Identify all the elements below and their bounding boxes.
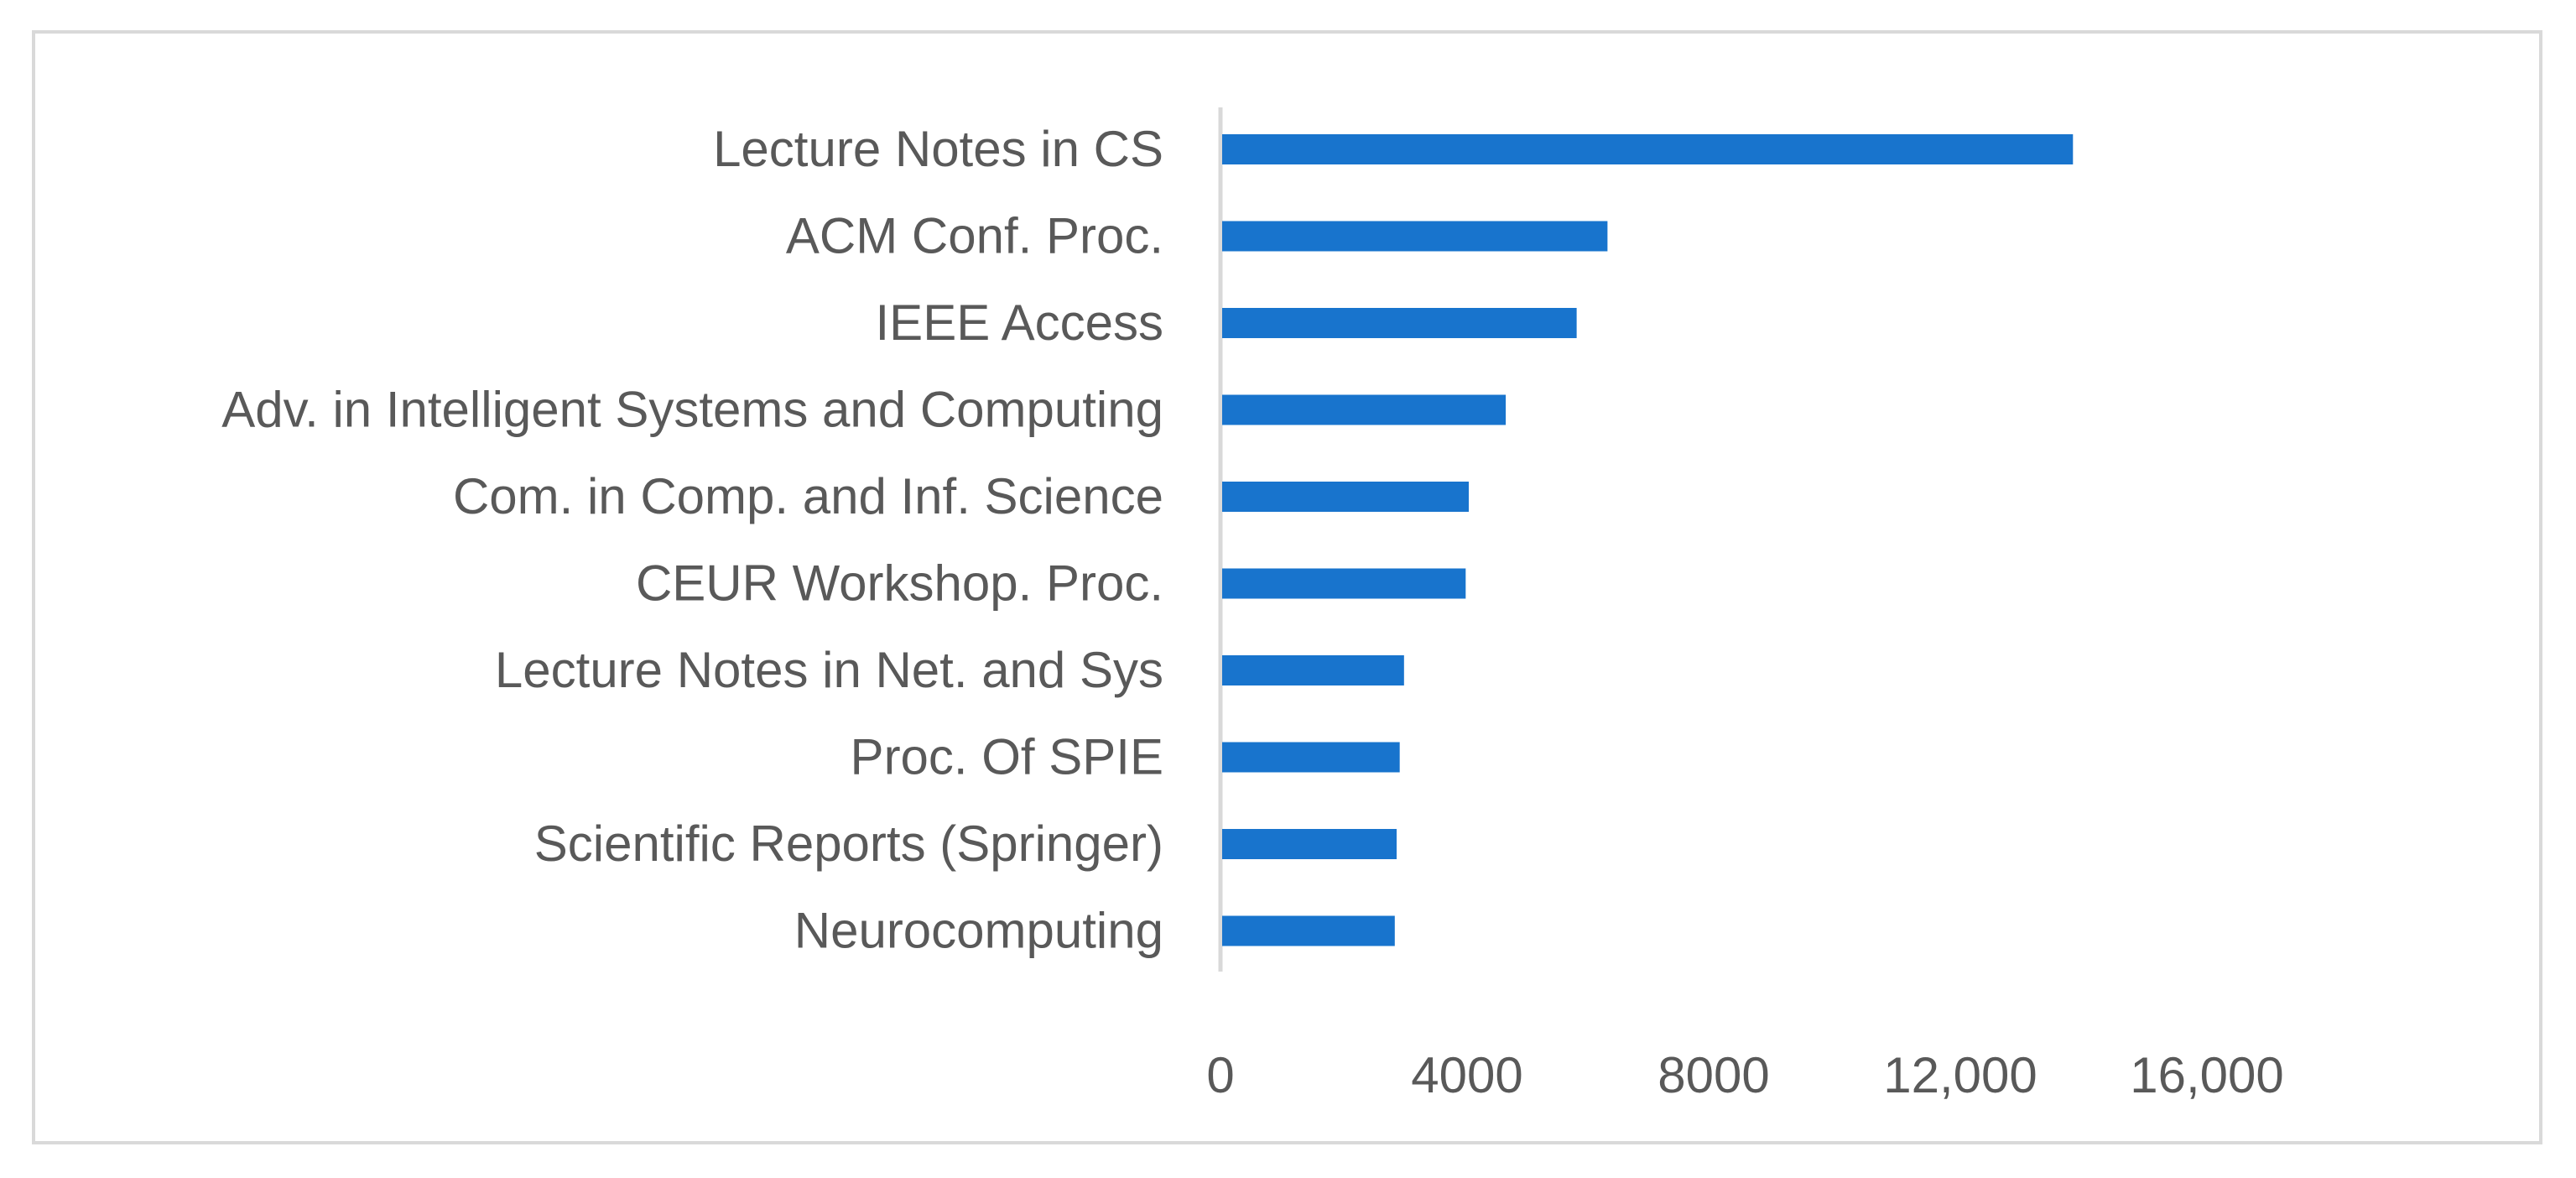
bars-layer	[1222, 134, 2074, 946]
bar	[1222, 742, 1400, 773]
x-tick-labels: 0 4000 8000 12,000 16,000	[1206, 1047, 2283, 1103]
bar-chart: Lecture Notes in CS ACM Conf. Proc. IEEE A…	[221, 107, 2284, 1103]
category-label: Lecture Notes in CS	[713, 121, 1163, 177]
bar	[1222, 482, 1469, 512]
x-tick-label: 12,000	[1883, 1047, 2037, 1103]
bar	[1222, 308, 1577, 338]
category-label: Neurocomputing	[794, 903, 1163, 959]
category-label: Scientific Reports (Springer)	[534, 816, 1163, 872]
chart-frame: Lecture Notes in CS ACM Conf. Proc. IEEE A…	[32, 30, 2542, 1144]
category-label: ACM Conf. Proc.	[786, 208, 1163, 264]
bar	[1222, 134, 2074, 164]
x-tick-label: 4000	[1411, 1047, 1522, 1103]
bar	[1222, 655, 1404, 685]
category-label: IEEE Access	[876, 294, 1163, 351]
category-label: Com. in Comp. and Inf. Science	[453, 468, 1163, 524]
bar	[1222, 221, 1608, 252]
x-tick-label: 8000	[1657, 1047, 1769, 1103]
bar	[1222, 829, 1397, 859]
x-tick-label: 16,000	[2130, 1047, 2284, 1103]
category-labels: Lecture Notes in CS ACM Conf. Proc. IEEE A…	[221, 121, 1163, 959]
bar	[1222, 394, 1507, 425]
category-label: Adv. in Intelligent Systems and Computin…	[221, 382, 1163, 438]
category-label: Proc. Of SPIE	[851, 729, 1163, 785]
bar	[1222, 915, 1395, 946]
category-label: Lecture Notes in Net. and Sys	[495, 642, 1163, 698]
bar	[1222, 568, 1466, 599]
x-tick-label: 0	[1206, 1047, 1234, 1103]
category-label: CEUR Workshop. Proc.	[636, 555, 1163, 612]
